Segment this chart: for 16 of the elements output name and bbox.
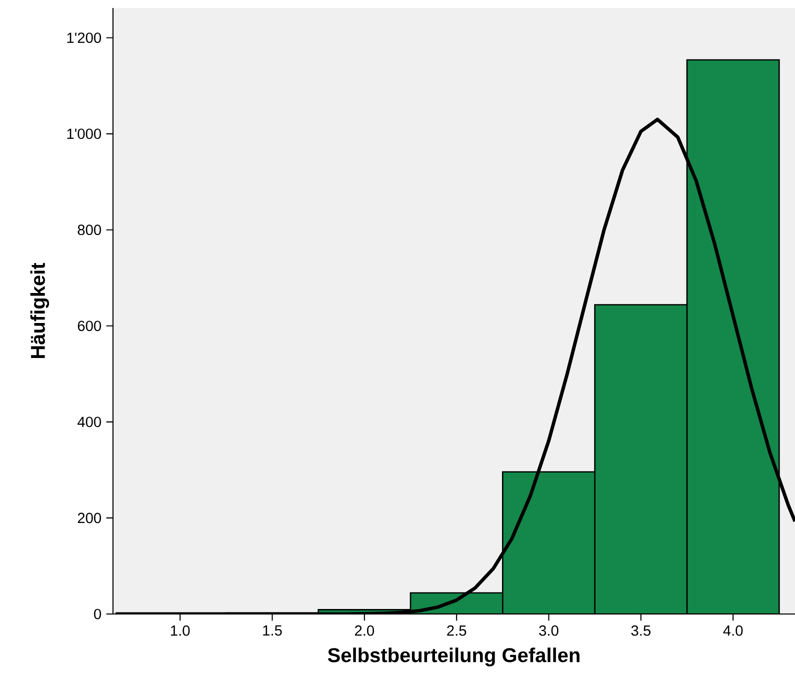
x-tick-label: 1.0	[171, 625, 190, 636]
x-tick-label: 1.5	[263, 625, 282, 636]
y-tick-label: 400	[77, 416, 102, 428]
x-axis-title: Selbstbeurteilung Gefallen	[328, 648, 580, 666]
y-tick-label: 200	[78, 512, 102, 524]
x-tick-label: 3.0	[539, 625, 558, 636]
y-tick-label: 0	[94, 608, 102, 620]
y-tick-label: 1'000	[67, 128, 102, 139]
y-tick-label: 1'200	[67, 32, 102, 43]
x-tick-label: 2.5	[447, 625, 466, 636]
x-tick-label: 3.5	[631, 625, 650, 636]
y-tick-label: 600	[78, 320, 102, 332]
y-axis-title: Häufigkeit	[30, 262, 50, 358]
x-tick-label: 4.0	[723, 625, 743, 636]
x-tick-label: 2.0	[354, 625, 374, 636]
y-tick-label: 800	[78, 224, 102, 236]
